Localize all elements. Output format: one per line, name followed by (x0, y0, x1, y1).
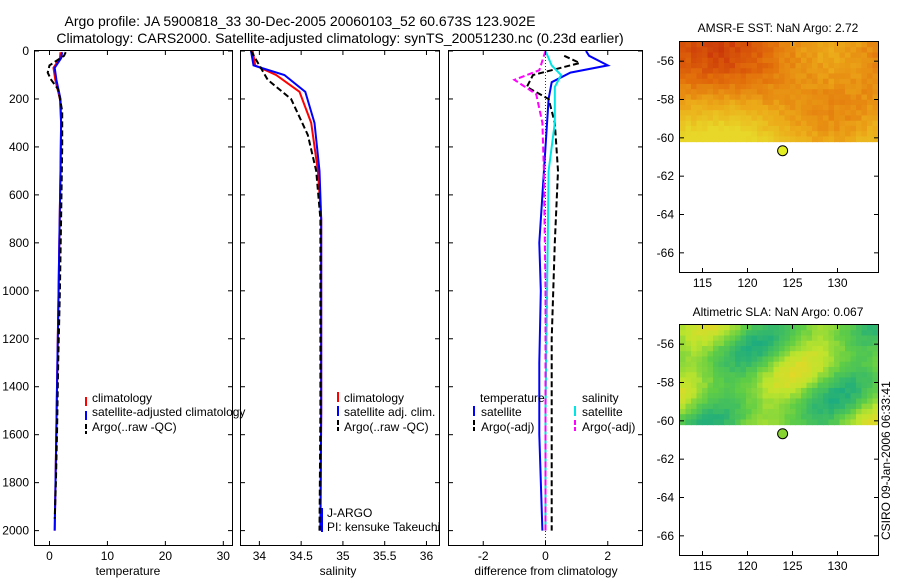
legend-label: Argo(..raw -QC) (344, 420, 429, 434)
x-tick-label: 125 (782, 559, 802, 573)
series-line (251, 51, 323, 531)
float-pi-label: PI: kensuke Takeuchi (327, 520, 440, 534)
series-line (538, 51, 611, 531)
salinity-panel-frame (240, 50, 440, 546)
salinity-legend: climatology satellite adj. clim. Argo(..… (321, 391, 440, 534)
y-tick-label: 1400 (2, 380, 29, 394)
series-line (53, 52, 64, 531)
legend-label: satellite-adjusted climatology (92, 405, 245, 419)
x-tick-label: 34.5 (289, 549, 313, 563)
x-tick-label: 130 (827, 276, 847, 290)
map-field (680, 42, 878, 143)
series-line (250, 51, 322, 531)
argo-position-marker (777, 428, 789, 440)
sla-map-frame (679, 324, 879, 556)
x-tick-label: 10 (101, 549, 115, 563)
x-tick-label: 35.5 (373, 549, 397, 563)
y-tick-label: -66 (657, 529, 675, 543)
x-tick-label: -2 (478, 549, 489, 563)
y-tick-label: -58 (657, 376, 675, 390)
x-tick-label: 115 (693, 559, 712, 573)
legend-label: satellite adj. clim. (344, 405, 435, 419)
x-tick-label: 120 (737, 276, 757, 290)
y-tick-label: 1800 (2, 476, 29, 490)
y-tick-label: -62 (657, 169, 675, 183)
legend-label: satellite (582, 405, 623, 419)
x-axis-label-difference: difference from climatology (474, 564, 617, 578)
difference-legend: temperature salinity satellite Argo(-adj… (473, 391, 635, 434)
sla-map: 115 120 125 130 -56 -58 -60 -62 -64 -66 (657, 325, 878, 573)
temperature-panel-frame (34, 50, 233, 546)
y-tick-label: 800 (9, 236, 29, 250)
series-line (544, 51, 563, 531)
figure-title-line2: Climatology: CARS2000. Satellite-adjuste… (56, 30, 623, 46)
profile-panel-1: 34 34.5 35 35.5 36 (241, 50, 439, 563)
legend-header-salinity: salinity (582, 391, 619, 405)
y-tick-label: -60 (657, 131, 675, 145)
figure-title-line1: Argo profile: JA 5900818_33 30-Dec-2005 … (65, 13, 536, 29)
x-tick-label: 0 (542, 549, 549, 563)
x-tick-label: 30 (217, 549, 231, 563)
y-tick-label: 0 (22, 44, 29, 58)
temperature-legend: climatology satellite-adjusted climatolo… (85, 391, 245, 434)
y-tick-label: -66 (657, 246, 675, 260)
x-tick-label: 35 (336, 549, 350, 563)
y-tick-label: -56 (657, 54, 675, 68)
y-tick-label: -58 (657, 93, 675, 107)
y-tick-label: -56 (657, 337, 675, 351)
legend-label: Argo(-adj) (481, 420, 534, 434)
y-tick-label: -64 (657, 208, 675, 222)
x-tick-label: 20 (159, 549, 173, 563)
x-axis-label-temperature: temperature (96, 564, 161, 578)
y-tick-label: 600 (9, 188, 29, 202)
y-tick-label: -60 (657, 414, 675, 428)
x-axis-label-salinity: salinity (320, 564, 357, 578)
float-program-label: J-ARGO (327, 506, 372, 520)
profile-panel-2: -2 0 2 (449, 50, 642, 563)
legend-label: Argo(..raw -QC) (92, 420, 177, 434)
sst-map-title: AMSR-E SST: NaN Argo: 2.72 (698, 21, 859, 35)
y-tick-label: 200 (9, 92, 29, 106)
x-tick-label: 2 (604, 549, 611, 563)
legend-label: satellite (481, 405, 522, 419)
x-tick-label: 120 (737, 559, 757, 573)
x-tick-label: 115 (693, 276, 712, 290)
series-line (525, 54, 583, 531)
y-tick-label: -64 (657, 491, 675, 505)
x-tick-label: 130 (827, 559, 847, 573)
y-tick-label: 1200 (2, 332, 29, 346)
difference-panel-frame (448, 50, 643, 546)
x-tick-label: 0 (46, 549, 53, 563)
y-tick-label: 2000 (2, 524, 29, 538)
argo-position-marker (777, 145, 789, 157)
sst-map-frame (679, 41, 879, 273)
y-tick-label: 400 (9, 140, 29, 154)
legend-label: climatology (344, 391, 404, 405)
legend-header-temperature: temperature (480, 391, 545, 405)
csiro-timestamp: CSIRO 09-Jan-2006 06:33:41 (879, 381, 893, 540)
y-tick-label: 1000 (2, 284, 29, 298)
y-tick-label: -62 (657, 452, 675, 466)
x-tick-label: 125 (782, 276, 802, 290)
profile-panel-0: 0 10 20 30 0 200 400 600 800 1000 1200 1400 1600 1800… (2, 44, 232, 563)
map-field (680, 325, 878, 426)
sst-map: 115 120 125 130 -56 -58 -60 -62 -64 -66 (657, 42, 878, 290)
series-line (46, 51, 67, 519)
legend-label: climatology (92, 391, 152, 405)
y-tick-label: 1600 (2, 428, 29, 442)
legend-label: Argo(-adj) (582, 420, 635, 434)
x-tick-label: 36 (420, 549, 434, 563)
sla-map-title: Altimetric SLA: NaN Argo: 0.067 (693, 305, 864, 319)
x-tick-label: 34 (253, 549, 267, 563)
profile-plots: 0 10 20 30020040060080010001200140016001800… (2, 44, 642, 563)
